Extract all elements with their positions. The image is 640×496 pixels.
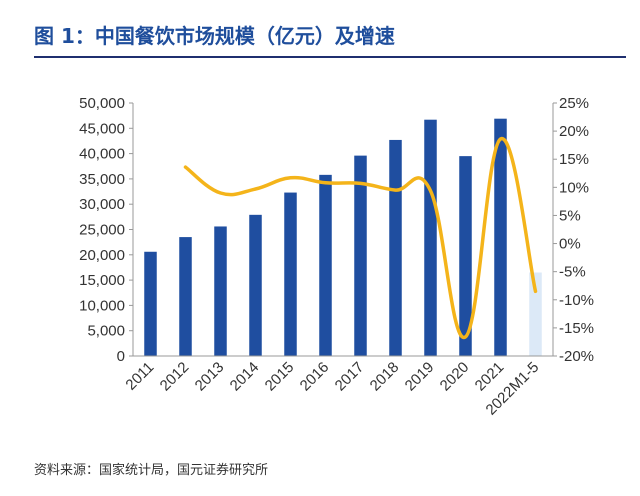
right-tick-label: -10% [559,292,594,309]
x-tick-label: 2018 [367,359,403,395]
left-tick-label: 10,000 [79,297,125,314]
right-tick-label: 20% [559,123,589,140]
x-tick-label: 2012 [157,359,193,395]
bar-2014 [249,214,262,356]
left-tick-label: 45,000 [79,120,125,137]
left-tick-label: 40,000 [79,146,125,163]
bar-2022M1-5 [529,272,542,356]
right-tick-label: 10% [559,179,589,196]
right-tick-label: 15% [559,151,589,168]
x-tick-label: 2019 [402,359,438,395]
right-tick-label: 0% [559,236,581,253]
source-note: 资料来源：国家统计局，国元证券研究所 [34,463,269,478]
x-tick-label: 2015 [262,359,298,395]
right-tick-label: 5% [559,207,581,224]
bar-2011 [144,251,157,356]
bar-2018 [389,139,402,356]
left-tick-label: 20,000 [79,247,125,264]
x-tick-label: 2014 [227,359,263,395]
bar-2021 [494,118,507,356]
x-tick-label: 2013 [192,359,228,395]
left-tick-label: 50,000 [79,95,125,112]
bar-2015 [284,192,297,356]
bar-2016 [319,174,332,356]
left-tick-label: 15,000 [79,272,125,289]
bar-layer [144,118,542,356]
bar-2012 [179,237,192,356]
left-tick-label: 0 [117,348,125,365]
title-divider [34,56,626,58]
left-tick-label: 30,000 [79,196,125,213]
bar-2019 [424,119,437,356]
growth-line [183,137,538,339]
chart-title: 图 1：中国餐饮市场规模（亿元）及增速 [34,24,395,48]
bar-2017 [354,155,367,356]
right-tick-label: 25% [559,95,589,112]
left-tick-label: 5,000 [87,323,125,340]
right-tick-label: -20% [559,348,594,365]
right-tick-label: -5% [559,264,586,281]
right-tick-label: -15% [559,320,594,337]
left-tick-label: 35,000 [79,171,125,188]
x-tick-label: 2017 [332,359,368,395]
line-layer [183,137,538,339]
x-tick-label: 2011 [122,359,157,394]
bar-2013 [214,226,227,356]
left-tick-label: 25,000 [79,222,125,239]
x-tick-label: 2016 [297,359,333,395]
x-tick-label: 2020 [437,359,473,395]
bar-2020 [459,156,472,356]
